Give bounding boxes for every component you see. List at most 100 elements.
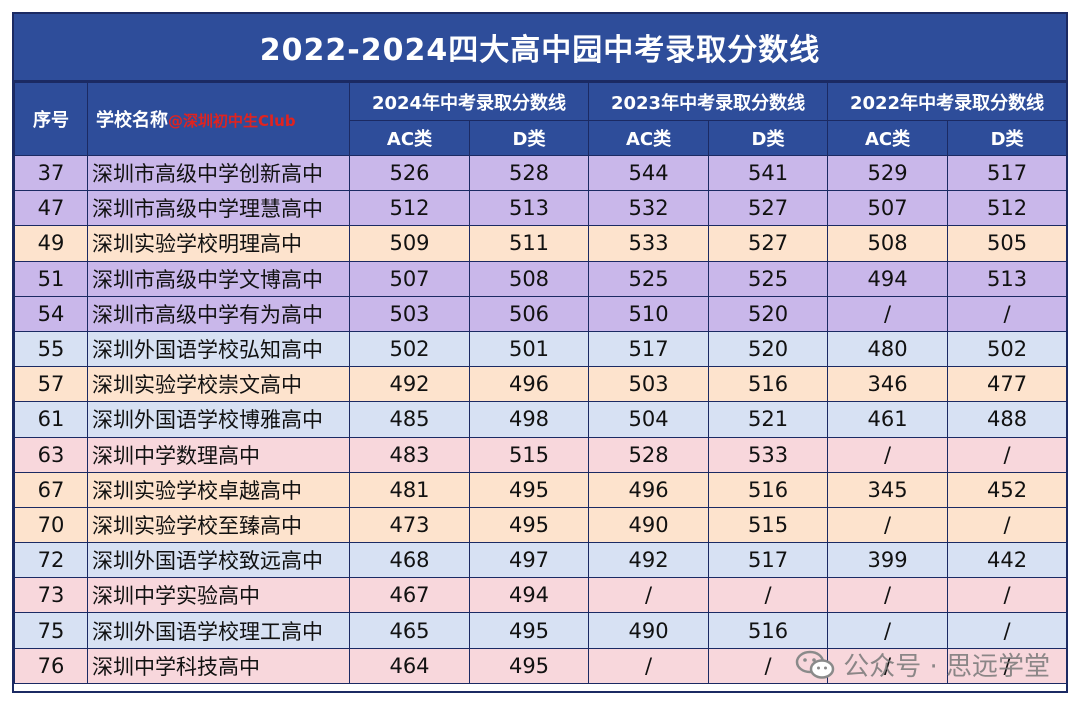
score-cell: /: [947, 506, 1068, 544]
d-header: D类: [708, 120, 829, 156]
score-cell: 494: [827, 260, 949, 297]
score-cell: 533: [708, 436, 829, 473]
score-cell: 504: [588, 401, 710, 438]
score-cell: 461: [827, 401, 949, 438]
school-name-cell: 深圳外国语学校致远高中: [87, 542, 350, 579]
school-name-cell: 深圳中学科技高中: [87, 647, 350, 684]
score-cell: 501: [468, 330, 590, 368]
seq-header: 序号: [14, 82, 88, 156]
school-name-cell: 深圳市高级中学文博高中: [87, 260, 350, 297]
score-cell: 513: [947, 260, 1068, 297]
page-title: 2022-2024四大高中园中考录取分数线: [14, 14, 1066, 82]
score-cell: 498: [468, 401, 590, 438]
score-cell: 526: [349, 154, 470, 192]
score-cell: 511: [468, 225, 590, 262]
school-header-label: 学校名称: [96, 110, 168, 131]
score-cell: 507: [349, 260, 470, 297]
table-row: 51 深圳市高级中学文博高中 507 508 525 525 494 513: [14, 260, 1068, 297]
seq-cell: 70: [14, 506, 88, 544]
score-cell: 528: [468, 154, 590, 192]
score-cell: /: [588, 647, 710, 684]
score-cell: 495: [468, 506, 590, 544]
table-row: 54 深圳市高级中学有为高中 503 506 510 520//: [14, 295, 1068, 332]
seq-cell: 49: [14, 225, 88, 262]
score-cell: 544: [588, 154, 710, 192]
table-row: 72 深圳外国语学校致远高中 468 497 492 517 399 442: [14, 542, 1068, 579]
score-cell: 496: [468, 366, 590, 403]
score-cell: 497: [468, 542, 590, 579]
score-cell: 488: [947, 401, 1068, 438]
score-cell: 503: [588, 366, 710, 403]
score-cell: 492: [349, 366, 470, 403]
score-cell: 345: [827, 471, 949, 508]
seq-cell: 57: [14, 366, 88, 403]
score-cell: /: [947, 436, 1068, 473]
score-cell: /: [947, 612, 1068, 649]
school-name-cell: 深圳实验学校至臻高中: [87, 506, 350, 544]
table-row: 76 深圳中学科技高中 464 495// / /: [14, 647, 1068, 684]
score-cell: 508: [827, 225, 949, 262]
score-cell: 541: [708, 154, 829, 192]
score-cell: 528: [588, 436, 710, 473]
score-cell: 525: [708, 260, 829, 297]
table-row: 61 深圳外国语学校博雅高中 485 498 504 521 461 488: [14, 401, 1068, 438]
table-row: 37 深圳市高级中学创新高中 526 528 544 541 529 517: [14, 154, 1068, 192]
score-cell: 533: [588, 225, 710, 262]
score-cell: 464: [349, 647, 470, 684]
score-cell: 480: [827, 330, 949, 368]
table-row: 75 深圳外国语学校理工高中 465 495 490 516//: [14, 612, 1068, 649]
score-cell: 527: [708, 225, 829, 262]
score-cell: /: [588, 577, 710, 614]
score-cell: /: [947, 647, 1068, 684]
table-body: 37 深圳市高级中学创新高中 526 528 544 541 529 517 47 深圳市高级中学…: [14, 154, 1068, 684]
score-cell: /: [947, 577, 1068, 614]
score-cell: /: [827, 506, 949, 544]
score-cell: 520: [708, 330, 829, 368]
seq-cell: 51: [14, 260, 88, 297]
year-2022-header: 2022年中考录取分数线: [827, 82, 1068, 121]
score-cell: 495: [468, 647, 590, 684]
seq-cell: 55: [14, 330, 88, 368]
seq-cell: 63: [14, 436, 88, 473]
score-cell: 525: [588, 260, 710, 297]
table-row: 49 深圳实验学校明理高中 509 511 533 527 508 505: [14, 225, 1068, 262]
table-header: 序号 学校名称@深圳初中生Club 2024年中考录取分数线 2023年中考录取…: [14, 82, 1068, 156]
score-cell: 510: [588, 295, 710, 332]
table-row: 57 深圳实验学校崇文高中 492 496 503 516 346 477: [14, 366, 1068, 403]
score-cell: 495: [468, 612, 590, 649]
d-header: D类: [468, 120, 590, 156]
score-cell: 505: [947, 225, 1068, 262]
score-cell: /: [827, 577, 949, 614]
score-cell: 527: [708, 190, 829, 227]
score-table-frame: 2022-2024四大高中园中考录取分数线 序号 学校名称@深圳初中生Club …: [12, 12, 1068, 693]
score-cell: 452: [947, 471, 1068, 508]
score-cell: 529: [827, 154, 949, 192]
score-cell: /: [708, 647, 829, 684]
score-cell: 502: [947, 330, 1068, 368]
score-cell: 346: [827, 366, 949, 403]
score-cell: 503: [349, 295, 470, 332]
wechat-icon: [795, 650, 835, 679]
d-header: D类: [947, 120, 1068, 156]
score-cell: 507: [827, 190, 949, 227]
seq-cell: 61: [14, 401, 88, 438]
table-row: 55 深圳外国语学校弘知高中 502 501 517 520 480 502: [14, 330, 1068, 368]
score-cell: 442: [947, 542, 1068, 579]
ac-header: AC类: [349, 120, 470, 156]
seq-cell: 72: [14, 542, 88, 579]
seq-cell: 54: [14, 295, 88, 332]
school-name-cell: 深圳外国语学校理工高中: [87, 612, 350, 649]
seq-cell: 47: [14, 190, 88, 227]
score-cell: 494: [468, 577, 590, 614]
score-cell: /: [827, 436, 949, 473]
school-tag: @深圳初中生Club: [168, 112, 296, 130]
school-header: 学校名称@深圳初中生Club: [87, 82, 350, 156]
school-name-cell: 深圳市高级中学创新高中: [87, 154, 350, 192]
score-cell: 399: [827, 542, 949, 579]
ac-header: AC类: [588, 120, 710, 156]
score-cell: 481: [349, 471, 470, 508]
score-cell: 512: [947, 190, 1068, 227]
school-name-cell: 深圳外国语学校博雅高中: [87, 401, 350, 438]
year-2023-header: 2023年中考录取分数线: [588, 82, 829, 121]
watermark: 公众号 · 思远学堂: [795, 646, 1050, 683]
